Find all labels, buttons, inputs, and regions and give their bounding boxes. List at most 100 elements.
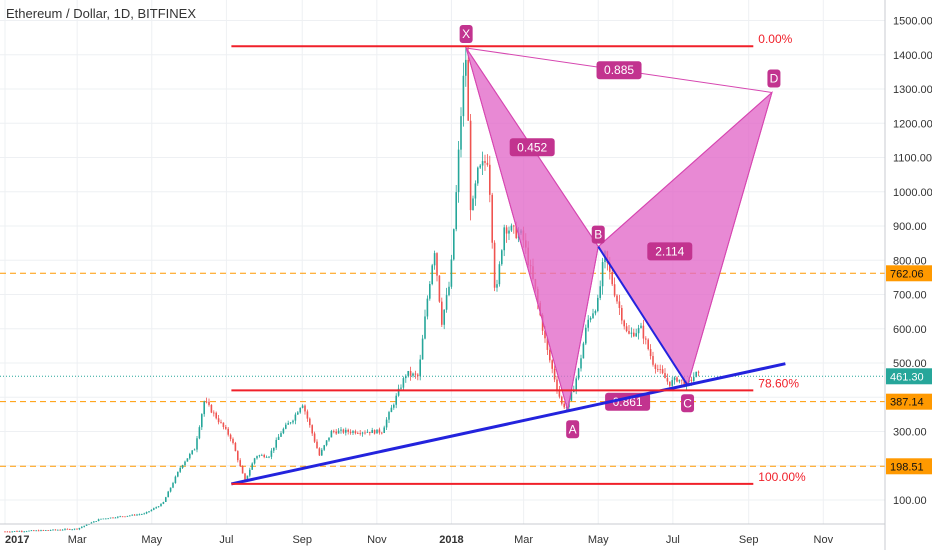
candle-body — [625, 326, 628, 332]
candle-body — [498, 264, 501, 285]
price-tag — [886, 368, 932, 385]
candle-body — [184, 461, 186, 466]
candle-body — [424, 316, 426, 339]
chart-grid — [0, 0, 885, 524]
candle-body — [676, 377, 678, 382]
candle-body — [457, 149, 460, 193]
candle-body — [162, 501, 165, 504]
candle-body — [690, 379, 693, 381]
candle-body — [253, 458, 256, 464]
candle-body — [294, 414, 297, 421]
x-tick-label: Nov — [814, 534, 834, 546]
pattern-triangle-bcd — [597, 90, 773, 387]
candle-body — [45, 530, 47, 532]
candle-body — [616, 295, 618, 302]
candle-body — [4, 531, 6, 533]
candle-body — [357, 433, 359, 435]
y-tick-label: 1400.00 — [893, 50, 932, 62]
candle-body — [402, 378, 405, 388]
candle-body — [268, 456, 270, 458]
candle-body — [371, 430, 373, 434]
candle-body — [237, 451, 239, 461]
candle-body — [505, 227, 508, 234]
candle-body — [405, 375, 407, 379]
y-tick-label: 1500.00 — [893, 16, 932, 28]
candle-body — [83, 525, 85, 527]
candle-body — [388, 412, 390, 420]
pattern-point-b: B — [594, 228, 602, 242]
candle-body — [193, 449, 196, 451]
candle-body — [412, 373, 414, 376]
candle-body — [227, 428, 229, 435]
candle-body — [160, 503, 162, 507]
candle-body — [256, 456, 258, 459]
candle-body — [157, 506, 160, 508]
pattern-point-d: D — [770, 71, 779, 85]
candle-body — [107, 518, 109, 520]
candle-body — [121, 516, 124, 518]
candle-body — [585, 327, 587, 344]
candle-body — [575, 378, 577, 390]
candle-body — [23, 531, 25, 533]
candle-body — [9, 531, 11, 533]
pattern-point-a: A — [569, 422, 577, 436]
y-tick-label: 100.00 — [893, 495, 927, 507]
candle-body — [597, 297, 599, 311]
candle-body — [354, 431, 357, 434]
candle-body — [640, 325, 642, 329]
price-tag-label: 461.30 — [890, 371, 924, 383]
x-tick-label: 2018 — [439, 534, 463, 546]
candle-body — [282, 428, 285, 434]
candle-body — [33, 530, 35, 532]
candle-body — [69, 529, 71, 530]
pattern-point-x: X — [462, 27, 470, 41]
candle-body — [654, 364, 657, 370]
pattern-point-x-bg — [459, 24, 473, 43]
candle-body — [599, 286, 601, 298]
candle-body — [71, 529, 73, 531]
pattern-triangle-xab — [465, 47, 599, 411]
candle-body — [97, 519, 100, 522]
candle-body — [90, 522, 93, 525]
candle-body — [501, 250, 503, 265]
candle-body — [105, 518, 107, 520]
candle-body — [222, 422, 225, 427]
candle-body — [133, 514, 136, 516]
candle-body — [66, 528, 69, 530]
candle-body — [275, 439, 277, 448]
candle-body — [450, 259, 453, 287]
candle-body — [316, 441, 318, 449]
candle-body — [558, 389, 561, 397]
candle-body — [443, 309, 445, 325]
candle-body — [633, 332, 635, 337]
y-tick-label: 1000.00 — [893, 187, 932, 199]
candle-body — [285, 424, 287, 429]
candle-body — [469, 120, 472, 211]
pattern-ratio: 2.114 — [655, 244, 684, 258]
pattern-ratio-bg — [596, 61, 642, 80]
candle-body — [220, 422, 222, 423]
candle-body — [364, 432, 366, 434]
y-tick-label: 1300.00 — [893, 84, 932, 96]
pattern-point-c-bg — [681, 394, 695, 413]
candle-body — [30, 530, 33, 532]
candle-body — [153, 508, 155, 510]
candle-body — [503, 227, 505, 251]
trend-line — [230, 362, 786, 486]
candle-body — [181, 465, 184, 468]
candle-body — [21, 531, 23, 532]
candle-body — [95, 521, 97, 522]
candle-body — [400, 387, 402, 389]
pattern-ratio-bg — [605, 392, 651, 411]
candle-body — [172, 483, 174, 488]
candle-body — [378, 429, 381, 433]
candle-body — [148, 511, 150, 513]
candle-body — [318, 448, 321, 456]
candle-body — [141, 514, 143, 515]
candle-body — [287, 423, 289, 425]
pattern-point-d-bg — [767, 69, 781, 88]
candle-body — [273, 447, 275, 451]
y-tick-label: 700.00 — [893, 290, 927, 302]
